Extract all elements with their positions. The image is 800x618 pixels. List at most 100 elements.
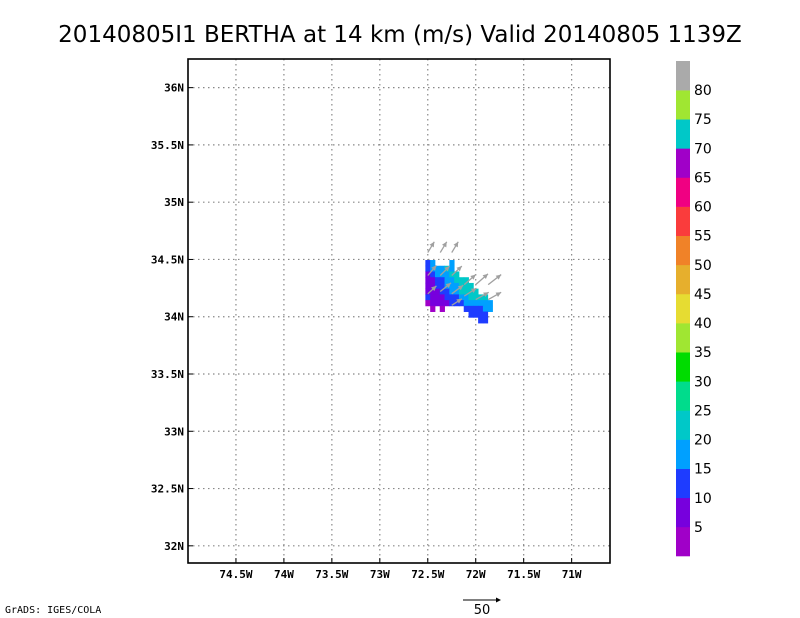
wind-cell <box>439 294 445 301</box>
wind-vector <box>463 274 477 286</box>
colorbar-label: 35 <box>694 345 712 361</box>
y-tick-label: 35N <box>164 196 184 209</box>
wind-cell <box>449 294 455 301</box>
wind-cell <box>468 294 474 301</box>
wind-cell <box>468 305 474 312</box>
colorbar-label: 50 <box>694 258 712 274</box>
colorbar-label: 65 <box>694 171 712 187</box>
wind-cell <box>463 282 469 290</box>
wind-cell <box>463 300 469 307</box>
wind-cell <box>454 300 460 307</box>
colorbar-swatch <box>676 119 690 149</box>
wind-cell <box>434 265 441 272</box>
wind-cell <box>434 271 441 278</box>
colorbar-label: 40 <box>694 316 712 332</box>
colorbar-swatch <box>676 90 690 120</box>
wind-cell <box>439 282 445 290</box>
wind-cell <box>430 277 436 284</box>
x-tick-label: 72W <box>466 568 486 581</box>
colorbar-swatch <box>676 293 690 324</box>
wind-vector <box>475 291 490 301</box>
y-tick-label: 32.5N <box>151 483 184 496</box>
wind-cell <box>449 277 455 284</box>
colorbar-swatch <box>676 177 690 207</box>
wind-vector <box>451 284 464 295</box>
wind-cell <box>454 271 460 278</box>
colorbar-swatch <box>676 235 690 266</box>
wind-cell <box>463 277 469 284</box>
wind-vector <box>475 273 489 286</box>
colorbar-label: 80 <box>694 83 712 99</box>
colorbar-label: 60 <box>694 200 712 216</box>
wind-cell <box>439 271 445 278</box>
wind-cell <box>430 305 436 312</box>
wind-cell <box>444 300 450 307</box>
y-tick-label: 32N <box>164 540 184 553</box>
plot-frame <box>187 58 611 564</box>
reference-vector: 50 <box>463 597 501 618</box>
wind-cell <box>458 300 465 307</box>
wind-vector <box>451 241 459 253</box>
wind-cell <box>473 294 479 301</box>
wind-vectors <box>427 241 502 306</box>
colorbar: 5 10 15 20 25 30 35 40 45 50 55 60 65 70 75 80 <box>676 61 712 557</box>
wind-cell <box>425 300 431 307</box>
wind-cell <box>482 294 489 301</box>
colorbar-swatch <box>676 497 690 528</box>
x-tick-label: 74.5W <box>219 568 252 581</box>
colorbar-label: 10 <box>694 491 712 507</box>
grads-credit: GrADS: IGES/COLA <box>5 605 101 616</box>
gridlines <box>188 59 610 563</box>
wind-cell <box>468 282 474 290</box>
wind-vector <box>427 285 437 295</box>
colorbar-label: 25 <box>694 403 712 419</box>
colorbar-swatch <box>676 264 690 295</box>
wind-cell <box>430 294 436 301</box>
colorbar-swatch <box>676 381 690 411</box>
wind-cell <box>463 294 469 301</box>
colorbar-label: 70 <box>694 141 712 157</box>
wind-cell <box>468 300 474 307</box>
wind-cell <box>487 300 493 307</box>
wind-cell <box>444 288 450 295</box>
wind-cell <box>458 294 465 301</box>
wind-cell <box>425 277 431 284</box>
wind-cell <box>425 282 431 290</box>
colorbar-swatch <box>676 352 690 382</box>
wind-cell <box>463 288 469 295</box>
wind-cell <box>430 288 436 295</box>
wind-vector <box>463 287 477 297</box>
x-tick-label: 72.5W <box>411 568 444 581</box>
colorbar-label: 75 <box>694 112 712 128</box>
wind-cell <box>439 305 445 312</box>
wind-cell <box>439 277 445 284</box>
wind-vector <box>487 291 502 301</box>
wind-cell <box>430 282 436 290</box>
colorbar-swatch <box>676 206 690 237</box>
y-tick-label: 36N <box>164 82 184 95</box>
wind-cell <box>449 288 455 295</box>
wind-cell <box>434 277 441 284</box>
colorbar-swatch <box>676 323 690 353</box>
wind-cell <box>444 271 450 278</box>
y-tick-label: 33N <box>164 425 184 438</box>
wind-cell <box>425 288 431 295</box>
wind-cell <box>468 311 474 318</box>
colorbar-label: 45 <box>694 287 712 303</box>
wind-cell <box>430 300 436 307</box>
colorbar-swatch <box>676 468 690 499</box>
colorbar-label: 30 <box>694 374 712 390</box>
wind-cell <box>439 300 445 307</box>
x-tick-label: 73.5W <box>315 568 348 581</box>
wind-cell <box>482 300 489 307</box>
wind-cell <box>482 305 489 312</box>
colorbar-swatch <box>676 439 690 469</box>
x-tick-label: 74W <box>274 568 294 581</box>
colorbar-label: 15 <box>694 462 712 478</box>
wind-vector <box>427 264 437 276</box>
wind-cell <box>473 300 479 307</box>
y-tick-label: 35.5N <box>151 139 184 152</box>
x-tick-label: 71W <box>562 568 582 581</box>
wind-cell <box>454 277 460 284</box>
wind-cell <box>425 260 431 267</box>
